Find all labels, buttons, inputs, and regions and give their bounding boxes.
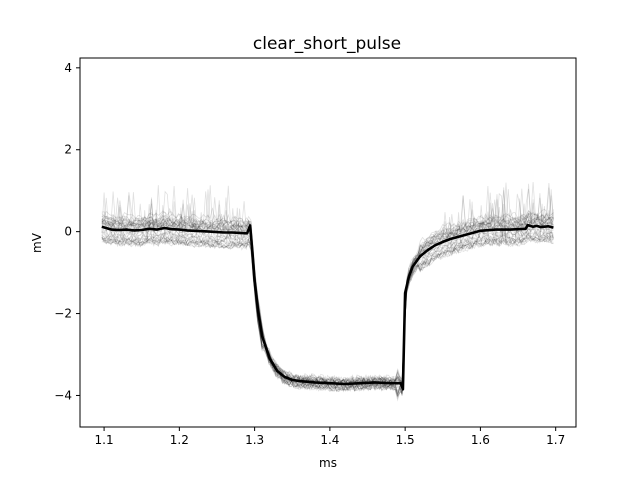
trial-trace [101, 207, 554, 402]
trial-trace [101, 192, 554, 385]
trial-trace [101, 220, 554, 393]
trial-trace [101, 192, 554, 389]
trial-trace [101, 199, 554, 388]
trial-trace [101, 185, 554, 385]
y-tick-label: 4 [64, 61, 72, 75]
x-tick-label: 1.4 [320, 433, 339, 447]
plot-frame [79, 57, 577, 428]
mean-trace [101, 223, 554, 391]
trial-trace [101, 204, 554, 395]
trial-trace [101, 195, 554, 387]
x-tick-label: 1.1 [95, 433, 114, 447]
y-axis: −4 −2 0 2 4 [54, 61, 80, 402]
trial-trace [101, 199, 554, 389]
x-axis-label: ms [319, 456, 337, 470]
x-tick-label: 1.6 [471, 433, 490, 447]
trial-trace [101, 203, 554, 398]
y-axis-label: mV [30, 232, 44, 253]
trial-trace [101, 217, 554, 396]
mean-trace-layer [101, 223, 554, 391]
x-tick-label: 1.5 [396, 433, 415, 447]
y-tick-label: 2 [64, 143, 72, 157]
trial-trace [101, 208, 554, 395]
trial-trace [101, 212, 554, 397]
trial-trace [101, 203, 554, 400]
y-tick-label: −2 [54, 307, 72, 321]
x-tick-label: 1.7 [546, 433, 565, 447]
trial-trace [101, 216, 554, 386]
trial-trace [101, 229, 554, 393]
trial-trace [101, 192, 554, 384]
trial-trace [101, 189, 554, 385]
x-axis: 1.1 1.2 1.3 1.4 1.5 1.6 1.7 [95, 427, 565, 447]
trial-trace [101, 181, 554, 385]
y-tick-label: 0 [64, 225, 72, 239]
x-tick-label: 1.3 [245, 433, 264, 447]
trial-trace [101, 192, 554, 390]
chart-title: clear_short_pulse [253, 34, 401, 54]
y-tick-label: −4 [54, 388, 72, 402]
x-tick-label: 1.2 [170, 433, 189, 447]
trial-trace [101, 190, 554, 386]
trial-trace [101, 210, 554, 397]
